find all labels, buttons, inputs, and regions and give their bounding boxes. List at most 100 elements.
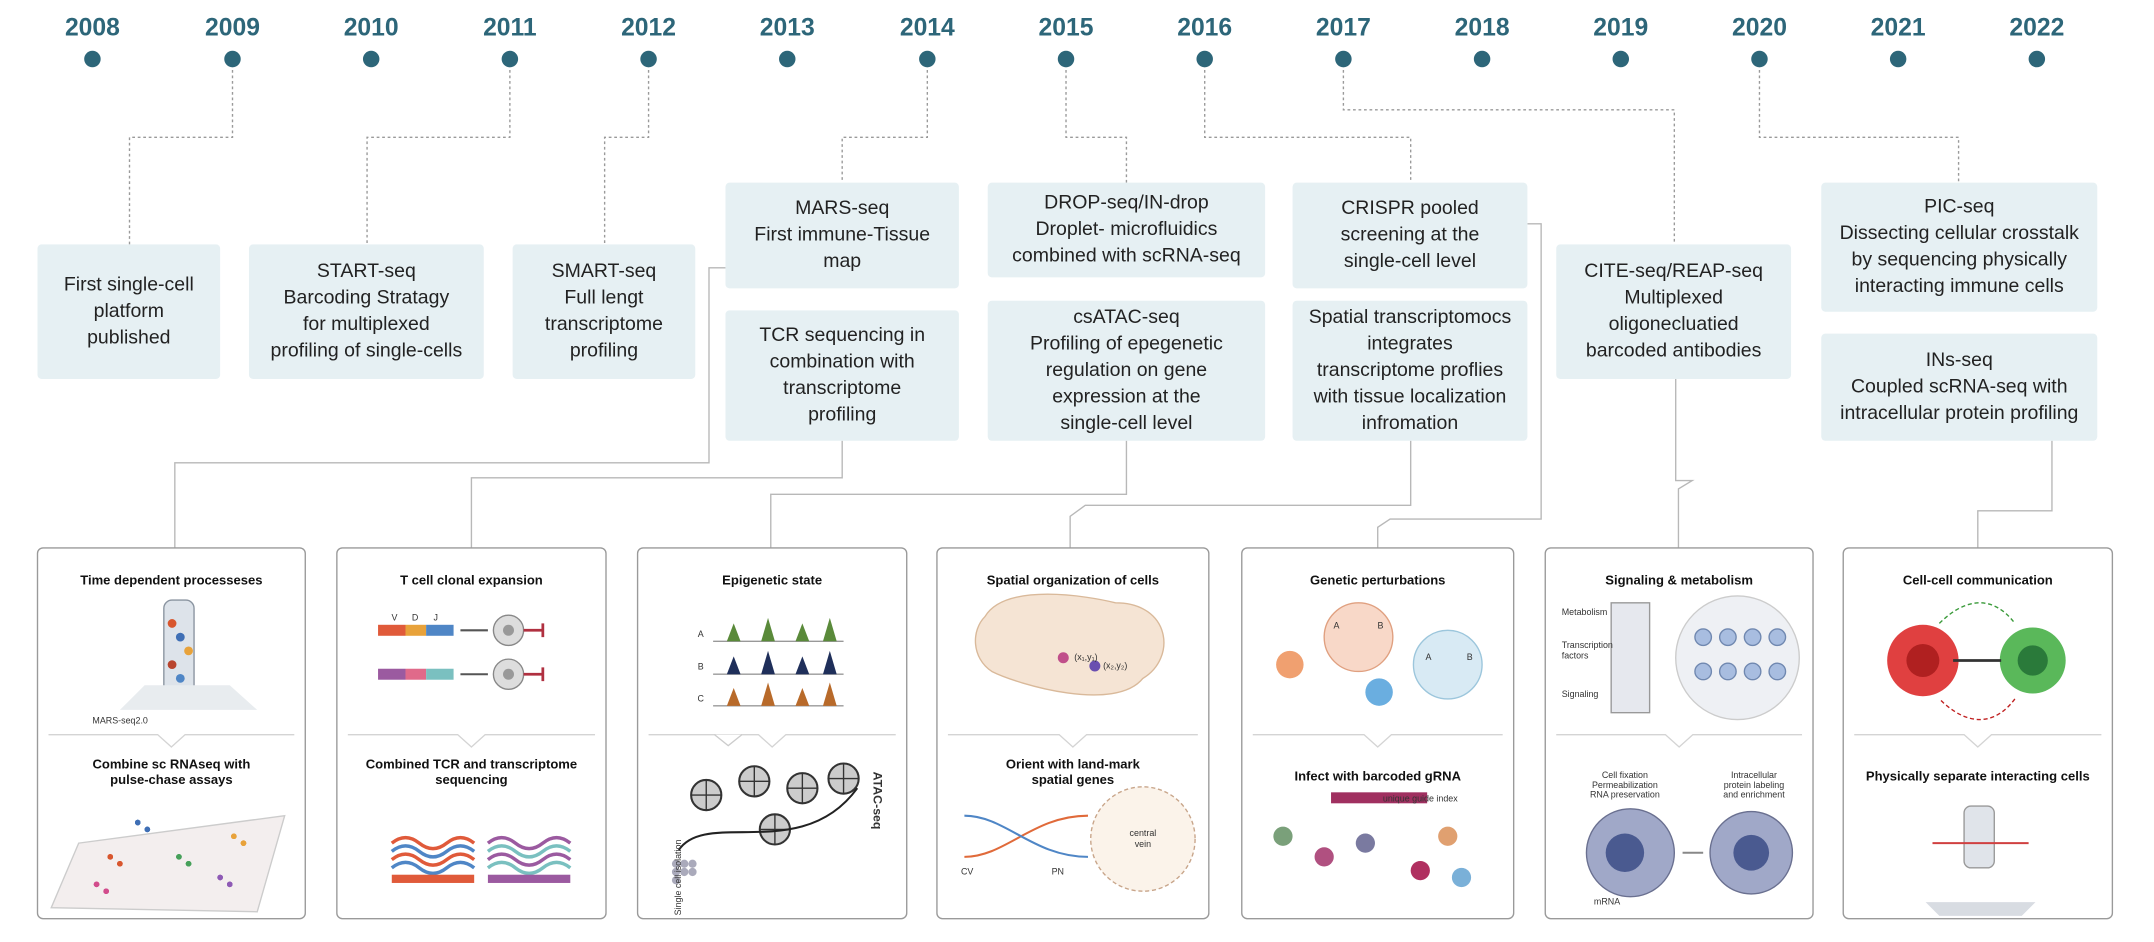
- year-dot: [224, 50, 241, 68]
- illustration: [93, 881, 100, 888]
- illustration: [1768, 628, 1787, 647]
- illustration: [390, 852, 476, 867]
- illustration: [761, 617, 775, 642]
- panel: T cell clonal expansion Combined TCR and …: [336, 547, 607, 920]
- milestone-text: transcriptome: [783, 377, 901, 399]
- year-label: 2013: [760, 14, 815, 41]
- illustration: [1718, 662, 1737, 681]
- illustration-label: V: [392, 612, 398, 622]
- year-label: 2021: [1871, 14, 1926, 41]
- year-label: 2014: [900, 14, 955, 41]
- illustration: [1743, 628, 1762, 647]
- illustration: [426, 668, 454, 680]
- illustration: [691, 779, 722, 811]
- milestone-text: infromation: [1362, 412, 1458, 434]
- panel-subtitle: pulse-chase assays: [110, 772, 232, 787]
- year-dot: [501, 50, 519, 68]
- illustration: [391, 874, 475, 883]
- illustration: [1057, 652, 1069, 664]
- illustration: [1273, 826, 1293, 846]
- illustration: [486, 860, 572, 876]
- milestone-text: START-seq: [317, 260, 416, 282]
- illustration: [176, 854, 182, 860]
- illustration: [1938, 698, 2016, 721]
- illustration: [822, 650, 837, 675]
- illustration: [486, 844, 572, 859]
- year-dot: [640, 50, 657, 68]
- milestone-text: single-cell level: [1344, 250, 1476, 272]
- panel-subtitle: Orient with land-mark: [1006, 756, 1141, 771]
- connector: [1342, 59, 1676, 245]
- illustration: [714, 734, 743, 747]
- illustration: [726, 687, 741, 706]
- year-dot: [1335, 50, 1352, 68]
- milestone-text: First immune-Tissue: [754, 224, 930, 246]
- illustration: [523, 667, 545, 682]
- panel-subtitle: Infect with barcoded gRNA: [1294, 769, 1461, 784]
- year-dot: [1196, 50, 1213, 68]
- connector: [603, 59, 650, 245]
- year-dot: [1889, 50, 1907, 68]
- illustration: [117, 860, 123, 867]
- milestone-text: combination with: [770, 350, 915, 372]
- milestone-text: Dissecting cellular crosstalk: [1840, 222, 2080, 244]
- illustration: [1605, 833, 1645, 872]
- illustration-label: mRNA: [1594, 897, 1620, 907]
- year-dot: [919, 50, 936, 68]
- connector: [1377, 223, 1542, 548]
- illustration: [671, 867, 681, 877]
- milestone-text: published: [87, 326, 170, 348]
- illustration: [1089, 660, 1101, 672]
- illustration: [119, 685, 258, 710]
- illustration-label: B: [1467, 652, 1473, 662]
- illustration: [184, 646, 193, 656]
- year-label: 2019: [1593, 14, 1648, 41]
- milestone-text: First single-cell: [64, 273, 194, 295]
- illustration-label: Metabolism: [1562, 607, 1608, 617]
- milestone-text: screening at the: [1341, 224, 1480, 246]
- illustration: [390, 835, 476, 851]
- connector: [1069, 440, 1412, 548]
- illustration-label: MARS-seq2.0: [92, 715, 147, 725]
- panel-subtitle: Physically separate interacting cells: [1866, 769, 2090, 784]
- milestone-text: MARS-seq: [795, 197, 889, 219]
- milestone-text: profiling: [808, 403, 876, 425]
- illustration: [761, 650, 775, 675]
- illustration: [1451, 867, 1472, 888]
- illustration: [523, 623, 545, 638]
- milestone-text: Spatial transcriptomocs: [1309, 306, 1512, 328]
- milestone-text: single-cell level: [1060, 412, 1192, 434]
- year-label: 2009: [205, 14, 260, 41]
- panel-subtitle: Combine sc RNAseq with: [92, 756, 250, 771]
- milestone-box: [512, 244, 696, 379]
- connector: [128, 59, 234, 245]
- milestone-text: profiling of single-cells: [271, 340, 463, 362]
- milestone-box: [987, 300, 1266, 441]
- illustration-label: Cell fixation: [1602, 770, 1648, 780]
- year-label: 2017: [1316, 14, 1371, 41]
- year-dot: [2028, 50, 2046, 68]
- panel: Signaling & metabolism Metabolism Transcri…: [1544, 547, 1814, 920]
- milestone-text: DROP-seq/IN-drop: [1044, 192, 1209, 214]
- milestone-text: INs-seq: [1926, 349, 1993, 371]
- illustration: [680, 867, 689, 877]
- illustration-label: central: [1130, 828, 1157, 838]
- panel-divider: [347, 733, 596, 748]
- panel-title: Epigenetic state: [722, 572, 822, 587]
- milestone-box: [1821, 333, 2098, 441]
- year-dot: [1473, 50, 1491, 68]
- illustration-label: protein labeling: [1724, 780, 1784, 790]
- panel-title: T cell clonal expansion: [400, 572, 543, 587]
- illustration-label: RNA preservation: [1590, 789, 1660, 799]
- year-label: 2018: [1455, 14, 1510, 41]
- milestone-text: for multiplexed: [303, 313, 430, 335]
- illustration: [378, 624, 406, 636]
- illustration: [726, 656, 741, 675]
- panel-subtitle: Combined TCR and transcriptome: [366, 756, 577, 771]
- year-label: 2010: [344, 14, 399, 41]
- milestone-text: Multiplexed: [1624, 287, 1723, 309]
- illustration: [739, 766, 770, 797]
- illustration: [405, 668, 427, 680]
- milestone-text: csATAC-seq: [1073, 306, 1179, 328]
- illustration: [217, 874, 223, 881]
